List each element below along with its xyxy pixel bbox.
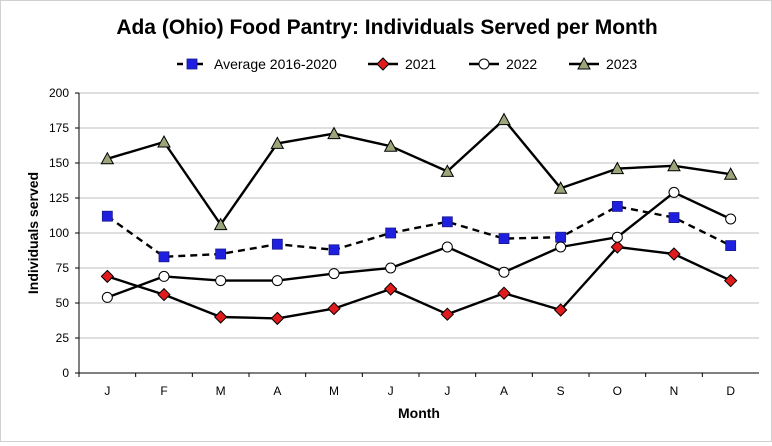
series-1 [101,200,737,263]
legend-label: 2022 [506,56,537,72]
legend-marker [376,57,390,71]
data-point [100,269,115,284]
tick-labels: 0 25 50 75 100 125 150 175 200 J F M A M J J A S O N D [49,86,735,398]
data-point [271,238,283,250]
x-tick-label: D [726,384,735,398]
legend-marker [478,58,490,70]
data-point [725,213,737,225]
series-layer [100,112,738,326]
data-point [440,164,455,177]
data-point [611,231,623,243]
data-point [157,134,171,148]
y-tick-label: 0 [62,366,69,380]
data-point [497,286,511,300]
legend-item: 2022 [469,56,537,72]
x-tick-label: J [388,384,394,398]
data-point [101,291,113,303]
data-point [328,244,340,256]
x-tick-label: F [160,384,167,398]
data-point [215,248,227,260]
y-tick-label: 75 [56,261,70,275]
series-3 [101,186,737,303]
data-point [723,273,738,288]
y-tick-label: 150 [49,156,69,170]
y-tick-label: 50 [56,296,70,310]
data-point [327,301,341,316]
data-point [610,161,625,175]
data-point [498,266,510,278]
series-line [106,118,731,226]
data-point [441,241,453,253]
legend-label: 2021 [405,56,436,72]
data-point [383,282,398,296]
series-line [106,245,732,320]
legend-label: Average 2016-2020 [214,56,337,72]
data-point [383,139,398,152]
data-point [100,151,115,165]
series-line [106,191,732,299]
legend-item: 2023 [569,56,637,72]
y-tick-label: 125 [49,191,69,205]
data-point [725,240,737,252]
data-point [441,216,453,228]
legend-marker [186,58,198,70]
x-tick-label: N [670,384,679,398]
data-point [385,262,397,274]
data-point [213,217,228,231]
x-tick-label: M [216,384,226,398]
y-axis-label: Individuals served [25,172,41,294]
data-point [215,275,227,287]
data-point [497,112,511,126]
data-point [555,231,567,243]
data-point [668,186,680,198]
x-tick-label: O [613,384,622,398]
x-tick-label: S [557,384,565,398]
chart-legend: Average 2016-2020 2021 2022 2023 [177,56,637,72]
y-tick-label: 100 [49,226,69,240]
data-point [101,210,113,222]
x-axis-label: Month [398,405,440,421]
data-point [723,167,738,180]
legend-label: 2023 [606,56,637,72]
x-tick-label: J [104,384,110,398]
data-point [498,233,510,245]
data-point [213,310,228,324]
chart-title: Ada (Ohio) Food Pantry: Individuals Serv… [116,16,657,39]
data-point [611,200,623,212]
data-point [270,311,285,326]
x-tick-label: A [500,384,508,398]
data-point [553,181,568,194]
y-tick-label: 200 [49,86,69,100]
data-point [328,268,340,280]
data-point [157,287,171,302]
data-point [555,241,567,253]
grid-lines [79,92,759,339]
data-point [668,212,680,224]
x-tick-label: M [329,384,339,398]
data-point [327,126,341,140]
series-2 [100,240,738,326]
legend-marker [577,56,591,70]
data-point [271,275,283,287]
y-tick-label: 25 [56,331,70,345]
series-4 [100,112,738,231]
data-point [270,136,285,149]
data-point [440,307,455,321]
series-line [106,205,732,259]
data-point [385,227,397,239]
data-point [553,303,568,317]
x-tick-label: J [444,384,450,398]
data-point [667,247,681,261]
y-tick-label: 175 [49,121,69,135]
legend-item: Average 2016-2020 [177,56,337,72]
data-point [158,270,170,282]
legend-item: 2021 [368,56,436,72]
data-point [158,251,170,263]
data-point [667,158,681,172]
data-point [610,240,625,254]
x-tick-label: A [273,384,281,398]
